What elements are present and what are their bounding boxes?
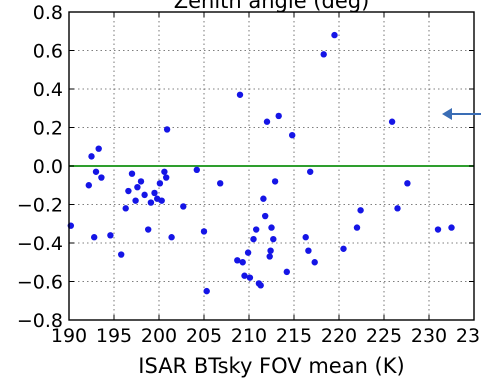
- data-point: [289, 132, 296, 139]
- data-point: [141, 191, 148, 199]
- data-point: [147, 199, 155, 206]
- x-tick-label: 225: [366, 325, 402, 347]
- data-point: [88, 153, 95, 160]
- data-point: [305, 247, 312, 254]
- data-point: [236, 91, 244, 98]
- data-point: [217, 180, 224, 187]
- data-point: [262, 212, 269, 220]
- data-point: [340, 245, 347, 252]
- data-point: [163, 126, 171, 133]
- data-point: [271, 178, 279, 185]
- x-tick-label: 210: [231, 325, 267, 347]
- data-point: [158, 197, 165, 204]
- x-tick-label: 190: [51, 325, 87, 347]
- data-point: [137, 178, 145, 185]
- x-axis-label: ISAR BTsky FOV mean (K): [138, 354, 404, 378]
- data-point: [246, 274, 254, 281]
- data-point: [283, 268, 290, 276]
- y-tick-label: −0.4: [17, 233, 63, 255]
- data-point: [92, 168, 100, 175]
- data-point: [244, 249, 252, 256]
- data-point: [320, 51, 327, 58]
- y-tick-label: −0.8: [17, 310, 63, 332]
- data-point: [404, 180, 411, 187]
- data-point: [268, 224, 275, 231]
- x-tick-label: 230: [411, 325, 447, 347]
- data-point: [311, 259, 318, 266]
- y-tick-label: −0.2: [17, 195, 63, 217]
- data-point: [85, 182, 93, 189]
- data-point: [95, 145, 102, 152]
- y-tick-label: 0.0: [33, 156, 63, 178]
- data-point: [270, 235, 277, 243]
- data-point: [118, 251, 125, 258]
- y-tick-label: 0.8: [33, 2, 63, 24]
- data-point: [388, 118, 396, 125]
- data-point: [180, 203, 187, 210]
- data-point: [98, 174, 105, 181]
- data-point: [266, 253, 273, 260]
- data-point: [122, 205, 129, 212]
- chart-title: Zenith angle (deg): [174, 0, 370, 13]
- x-tick-label: 200: [141, 325, 177, 347]
- data-point: [250, 235, 257, 243]
- data-point: [156, 180, 164, 187]
- data-point: [275, 112, 282, 120]
- data-point: [302, 234, 309, 241]
- x-tick-labels: 190 195 200 205 210 215 220 225 230 235: [51, 325, 481, 347]
- data-point: [200, 228, 208, 235]
- data-point: [267, 247, 274, 254]
- data-point: [331, 31, 338, 39]
- data-point: [257, 282, 264, 289]
- data-point: [307, 168, 314, 175]
- data-point: [203, 287, 210, 295]
- data-point: [145, 226, 152, 233]
- x-tick-label: 215: [276, 325, 312, 347]
- data-point: [357, 207, 364, 214]
- data-point: [134, 183, 141, 191]
- data-point: [434, 226, 442, 233]
- x-tick-label: 235: [456, 325, 481, 347]
- data-point: [239, 259, 246, 266]
- data-point: [253, 226, 260, 233]
- data-point: [91, 234, 98, 241]
- x-tick-label: 205: [186, 325, 222, 347]
- arrow-icon: [442, 108, 481, 120]
- data-point: [353, 224, 361, 231]
- data-point: [263, 118, 271, 125]
- y-tick-label: 0.6: [33, 41, 63, 63]
- data-point: [151, 189, 158, 197]
- y-tick-labels: −0.8 −0.6 −0.4 −0.2 0.0 0.2 0.4 0.6 0.8: [17, 2, 63, 332]
- y-tick-label: −0.6: [17, 272, 63, 294]
- axis-ticks: [68, 11, 475, 321]
- data-point: [163, 174, 170, 181]
- data-point: [107, 232, 114, 239]
- data-point: [260, 195, 267, 202]
- y-tick-label: 0.4: [33, 79, 63, 101]
- data-point: [128, 170, 136, 177]
- y-tick-label: 0.2: [33, 118, 63, 140]
- data-point: [193, 166, 200, 174]
- x-tick-label: 195: [96, 325, 132, 347]
- data-point: [241, 272, 248, 279]
- data-point: [234, 257, 241, 264]
- data-point: [125, 187, 132, 195]
- data-point: [132, 197, 139, 204]
- x-tick-label: 220: [321, 325, 357, 347]
- data-point: [168, 234, 175, 241]
- data-point: [161, 168, 168, 175]
- data-point: [448, 224, 455, 231]
- data-point: [394, 205, 401, 212]
- data-points: [67, 31, 455, 295]
